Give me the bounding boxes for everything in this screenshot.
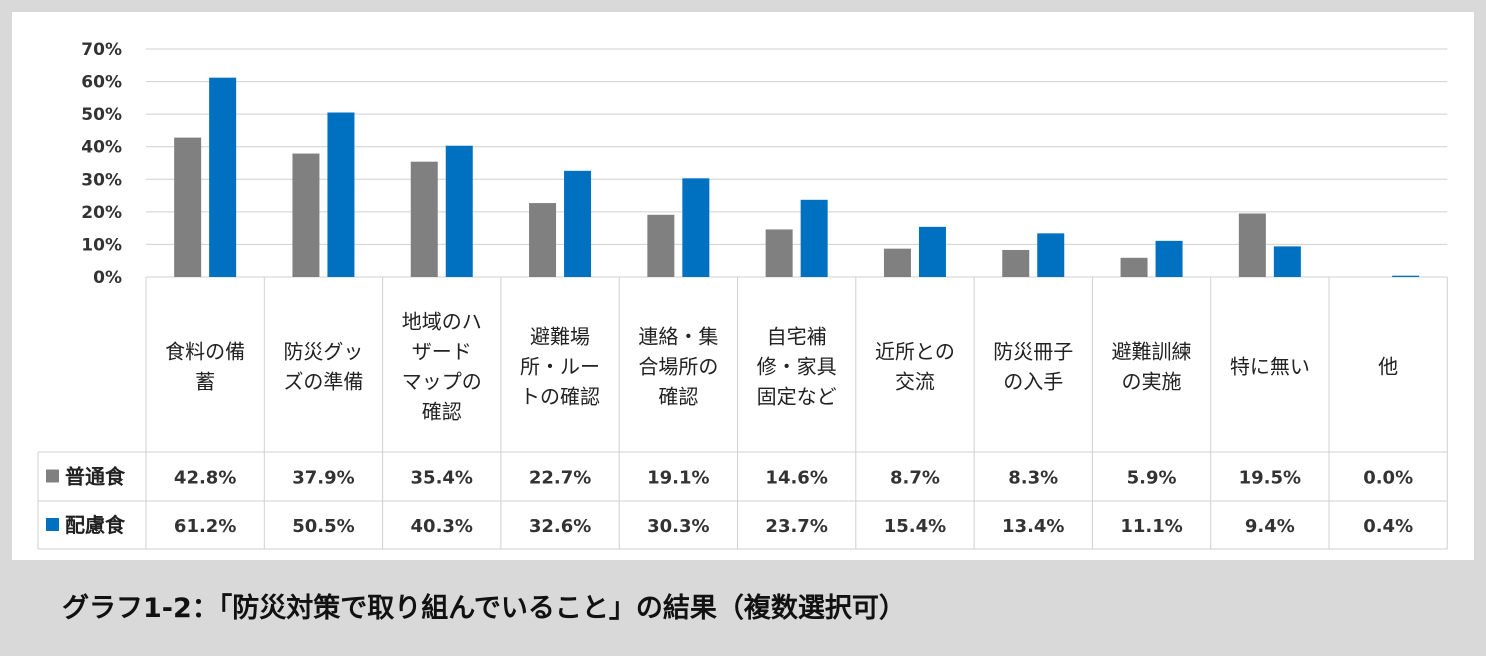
bar-series2 — [800, 199, 828, 277]
data-table-value: 15.4% — [884, 516, 946, 537]
x-category-label: 合場所の — [638, 355, 718, 379]
data-table-value: 5.9% — [1127, 468, 1177, 489]
bar-series1 — [883, 248, 911, 277]
chart-panel: 0% 10% 20% 30% 40% 50% 60% 70% 食料の備蓄 防災グッズの準備 地域のハ… — [12, 12, 1474, 560]
data-table-value: 0.4% — [1363, 516, 1413, 537]
x-category-label: 修・家具 — [757, 355, 837, 379]
x-category-label: ザード — [412, 340, 472, 364]
data-table-value: 50.5% — [292, 516, 354, 537]
data-table-value: 40.3% — [411, 516, 473, 537]
data-table-value: 0.0% — [1363, 468, 1413, 489]
bar-series1 — [529, 203, 557, 277]
x-category-label: 確認 — [658, 385, 698, 409]
y-tick-label: 30% — [81, 170, 122, 190]
bar-series2 — [682, 178, 710, 277]
data-table-value: 13.4% — [1002, 516, 1064, 537]
x-category-label: の入手 — [1003, 370, 1063, 394]
x-category-label: マップの — [402, 370, 482, 394]
bar-series2 — [1273, 246, 1301, 277]
x-category-label: 地域のハ — [402, 310, 482, 334]
x-category-label: 特に無い — [1230, 355, 1310, 379]
y-tick-label: 50% — [81, 105, 122, 125]
y-tick-label: 40% — [81, 138, 122, 158]
data-table-value: 8.7% — [890, 468, 940, 489]
legend-swatch — [46, 469, 59, 483]
legend-label: 配慮食 — [65, 513, 126, 537]
legend-label: 普通食 — [65, 465, 126, 489]
y-tick-label: 70% — [81, 40, 122, 60]
data-table-value: 23.7% — [765, 516, 827, 537]
bar-series2 — [564, 170, 592, 277]
bar-series2 — [327, 112, 355, 277]
x-category-label: 固定など — [757, 385, 837, 409]
x-category-label: 確認 — [422, 400, 462, 424]
bar-series2 — [445, 145, 473, 277]
y-tick-label: 0% — [93, 268, 122, 288]
x-category-label: 避難訓練 — [1112, 340, 1192, 364]
bar-series1 — [1120, 257, 1148, 277]
x-category-label: 避難場 — [530, 325, 590, 349]
bar-series1 — [174, 137, 202, 277]
data-table-value: 14.6% — [765, 468, 827, 489]
bar-series2 — [1155, 240, 1183, 277]
bar-series1 — [765, 229, 793, 277]
x-category-label: 近所との — [875, 340, 955, 364]
chart-caption: グラフ1-2：「防災対策で取り組んでいること」の結果（複数選択可） — [62, 593, 906, 624]
bar-series1 — [647, 214, 675, 277]
x-category-label: 食料の備 — [165, 340, 245, 364]
bar-series2 — [1037, 233, 1065, 277]
bar-series2 — [1392, 275, 1420, 277]
bar-series1 — [292, 153, 320, 277]
y-tick-label: 20% — [81, 203, 122, 223]
legend-swatch — [46, 518, 59, 531]
data-table-value: 22.7% — [529, 468, 591, 489]
bar-series2 — [209, 77, 237, 277]
bar-series1 — [1238, 213, 1266, 277]
bar-series1 — [1002, 249, 1030, 277]
y-tick-label: 10% — [81, 235, 122, 255]
data-table-value: 42.8% — [174, 468, 236, 489]
x-category-label: 自宅補 — [767, 325, 827, 349]
x-category-label: 防災冊子 — [993, 340, 1073, 364]
data-table-value: 8.3% — [1008, 468, 1058, 489]
x-category-label: 蓄 — [195, 370, 215, 394]
x-category-label: 他 — [1378, 355, 1398, 379]
bar-series2 — [918, 226, 946, 277]
x-category-label: 防災グッ — [283, 340, 363, 364]
data-table-value: 35.4% — [411, 468, 473, 489]
data-table-value: 9.4% — [1245, 516, 1295, 537]
data-table-value: 19.1% — [647, 468, 709, 489]
data-table-value: 11.1% — [1120, 516, 1182, 537]
data-table-value: 19.5% — [1239, 468, 1301, 489]
y-tick-label: 60% — [81, 73, 122, 93]
data-table-value: 61.2% — [174, 516, 236, 537]
x-category-label: 交流 — [895, 370, 935, 394]
x-category-label: の実施 — [1122, 370, 1182, 394]
x-category-label: トの確認 — [520, 385, 600, 409]
x-category-label: 連絡・集 — [638, 325, 718, 349]
data-table-value: 30.3% — [647, 516, 709, 537]
data-table-value: 32.6% — [529, 516, 591, 537]
x-category-label: ズの準備 — [283, 370, 363, 394]
x-category-label: 所・ルー — [520, 355, 600, 379]
bar-series1 — [410, 161, 438, 277]
data-table-value: 37.9% — [292, 468, 354, 489]
